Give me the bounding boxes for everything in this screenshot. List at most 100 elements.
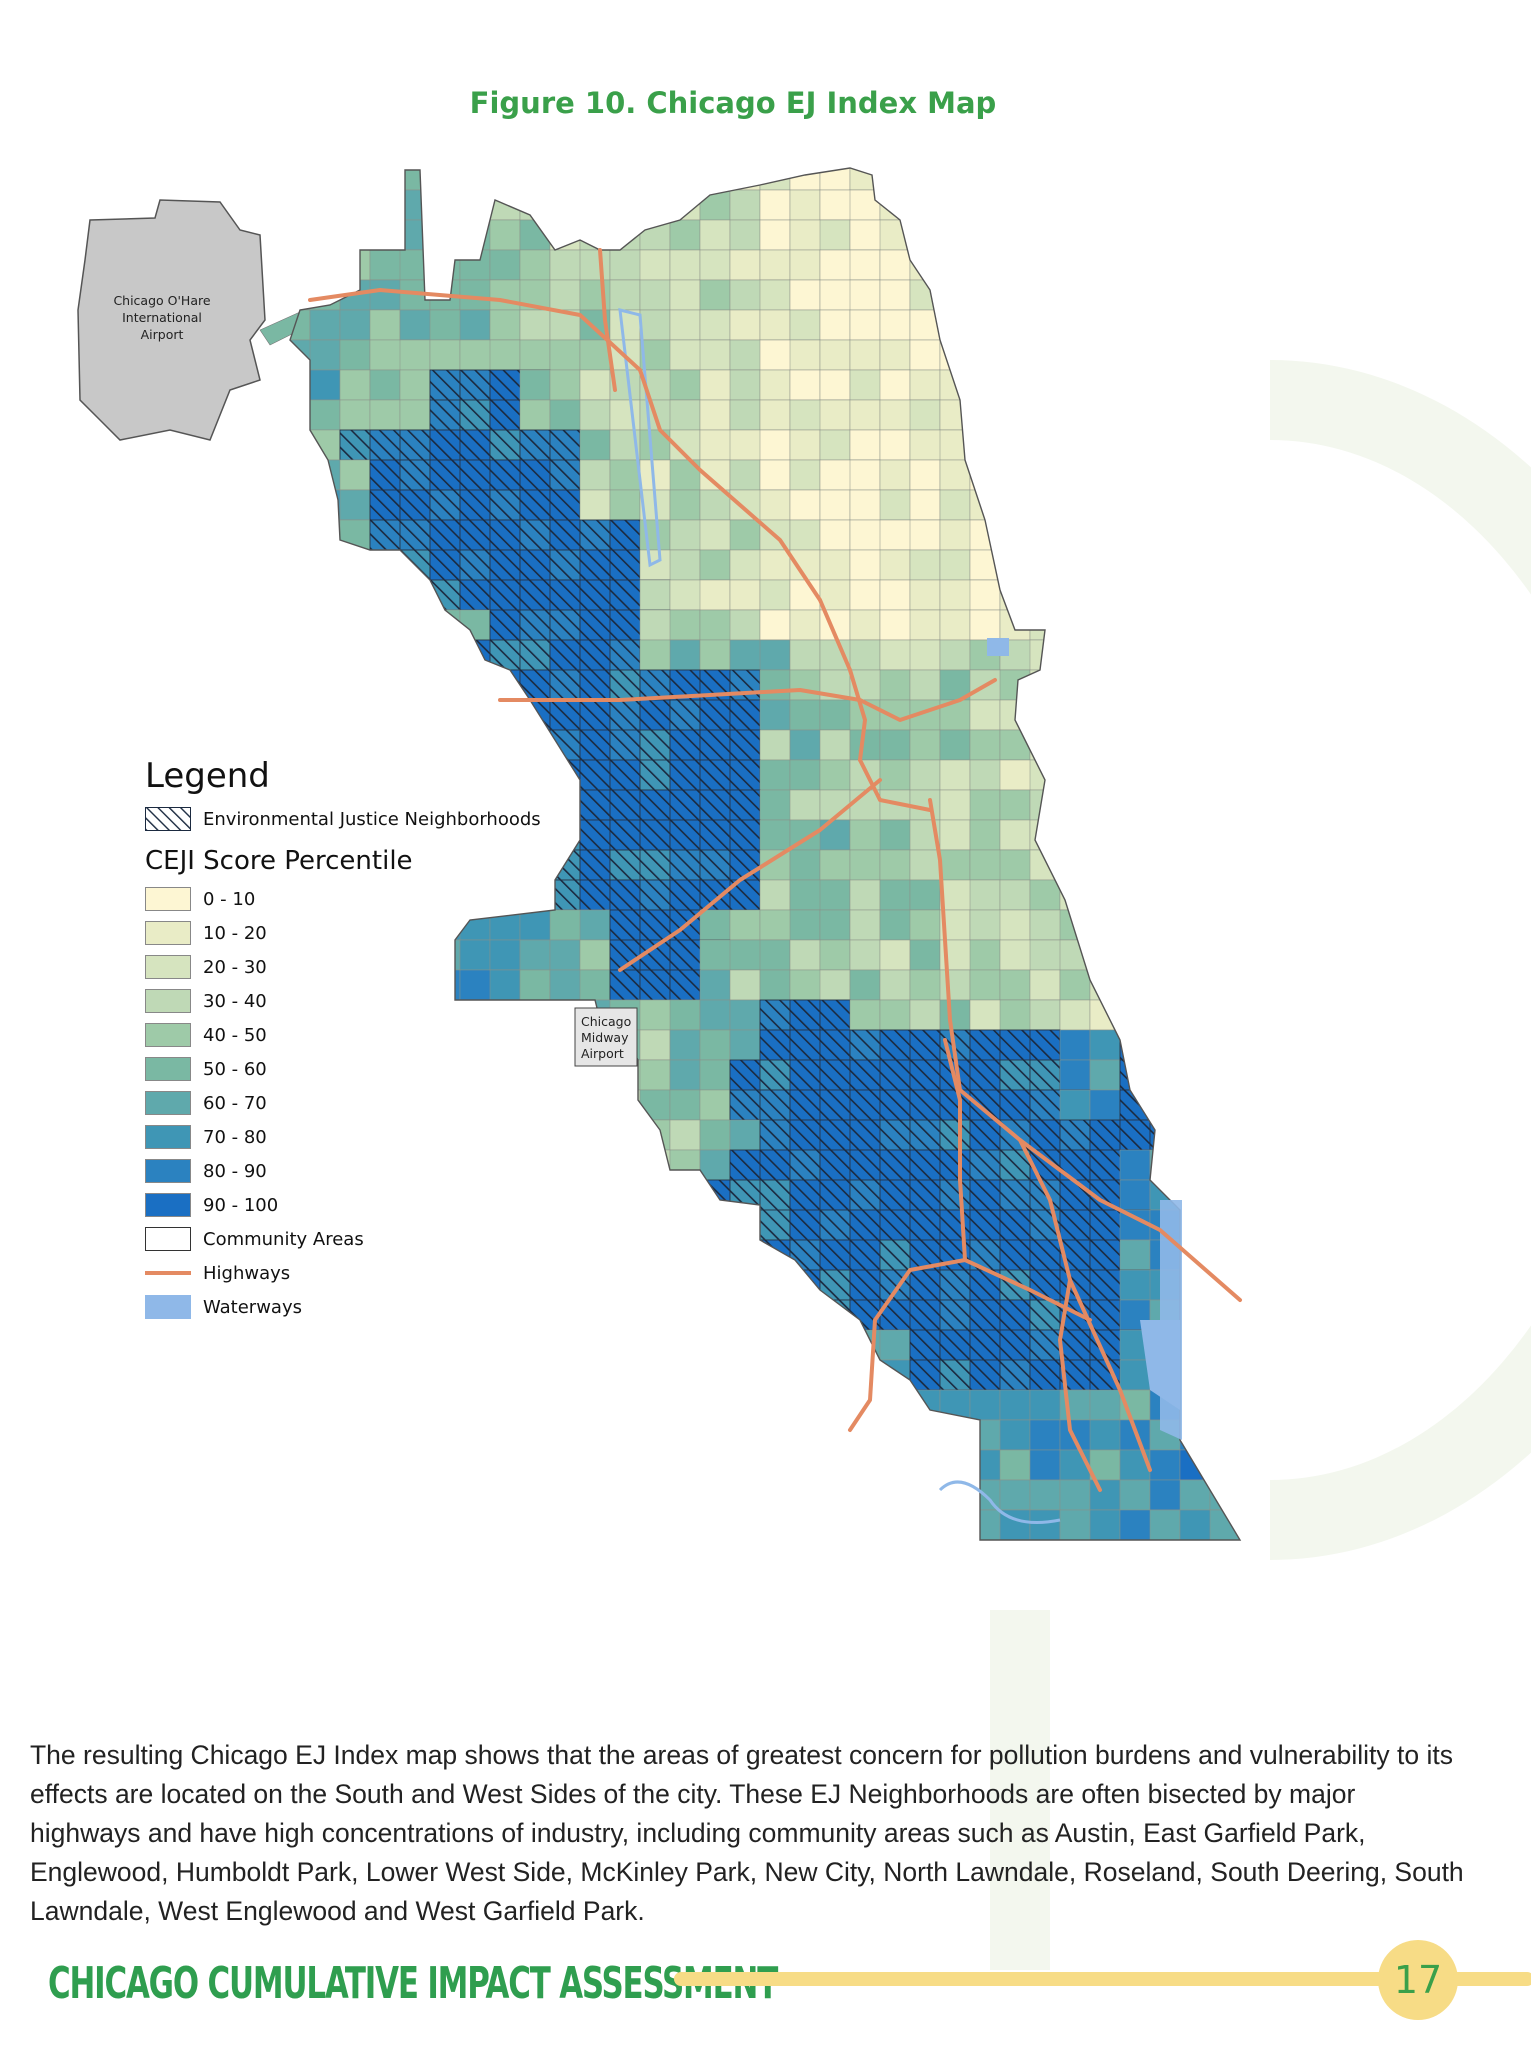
tract — [1209, 1479, 1240, 1511]
tract — [819, 219, 851, 251]
tract — [729, 219, 761, 251]
ej-tract — [459, 369, 491, 401]
tract — [1239, 1059, 1240, 1091]
tract — [699, 219, 731, 251]
tract — [459, 1389, 491, 1421]
ej-tract — [819, 1029, 851, 1061]
legend-label: 20 - 30 — [203, 956, 267, 978]
tract — [579, 168, 611, 191]
tract — [1179, 789, 1211, 821]
tract — [290, 219, 311, 251]
tract — [290, 519, 341, 551]
waterway-swatch — [145, 1295, 191, 1319]
tract — [669, 1239, 701, 1271]
tract — [699, 249, 731, 281]
highway — [928, 798, 1152, 1472]
tract — [429, 1479, 461, 1511]
tract — [1029, 879, 1061, 911]
tract — [1059, 1539, 1121, 1540]
tract — [909, 369, 941, 401]
tract — [699, 1329, 761, 1361]
tract — [1119, 168, 1151, 191]
tract — [309, 1479, 371, 1511]
tract — [729, 1299, 761, 1331]
legend-label: 30 - 40 — [203, 990, 267, 1012]
tract — [1209, 999, 1240, 1031]
tract — [399, 339, 431, 371]
tract — [549, 1539, 611, 1540]
tract — [1209, 969, 1240, 1001]
tract — [879, 1359, 911, 1391]
tract — [1119, 669, 1151, 701]
tract — [309, 699, 371, 731]
tract — [639, 1389, 671, 1421]
tract — [639, 309, 671, 341]
tract — [699, 579, 731, 611]
ej-tract — [759, 1089, 791, 1121]
tract — [1239, 279, 1240, 311]
tract — [699, 279, 731, 311]
tract — [1119, 399, 1151, 431]
tract — [969, 579, 1001, 611]
tract — [429, 1359, 461, 1391]
tract — [999, 339, 1031, 371]
tract — [909, 999, 941, 1031]
tract — [999, 579, 1031, 611]
tract — [669, 489, 701, 521]
ej-tract — [849, 1089, 881, 1121]
tract — [519, 369, 551, 401]
tract — [789, 609, 821, 641]
tract — [759, 249, 791, 281]
tract — [429, 189, 491, 221]
tract — [699, 1209, 731, 1241]
tract — [969, 1389, 1001, 1421]
tract — [759, 1389, 791, 1421]
tract — [579, 459, 611, 491]
tract — [909, 1509, 941, 1540]
tract — [1179, 819, 1211, 851]
tract — [759, 399, 791, 431]
ej-tract — [399, 579, 431, 611]
tract — [1239, 189, 1240, 221]
legend-label: 90 - 100 — [203, 1194, 279, 1216]
highway — [1058, 1278, 1102, 1492]
tract — [1179, 429, 1240, 461]
tract — [1119, 339, 1151, 371]
tract — [669, 1209, 701, 1241]
tract — [909, 579, 941, 611]
tract — [290, 1389, 311, 1421]
tract — [1119, 879, 1151, 911]
tract — [1239, 1479, 1240, 1511]
ej-tract — [639, 729, 671, 761]
tract — [1209, 579, 1240, 611]
tract — [1209, 789, 1240, 821]
tract — [519, 1449, 581, 1481]
tract — [1209, 1299, 1240, 1331]
tract — [669, 1389, 701, 1421]
tract — [669, 1299, 701, 1331]
tract — [369, 168, 401, 191]
tract — [1089, 249, 1151, 281]
tract — [759, 639, 791, 671]
tract — [789, 1389, 821, 1421]
tract — [369, 1509, 431, 1540]
page-number: 17 — [1378, 1940, 1458, 2020]
tract — [290, 1539, 341, 1540]
tract — [1239, 759, 1240, 791]
tract — [399, 369, 431, 401]
tract — [1059, 489, 1091, 521]
tract — [969, 168, 1001, 191]
midway-label: Chicago — [581, 1014, 631, 1029]
tract — [669, 1029, 701, 1061]
tract — [789, 849, 821, 881]
ej-tract — [729, 1209, 761, 1241]
tract — [999, 909, 1031, 941]
tract — [759, 1419, 791, 1451]
tract — [939, 189, 971, 221]
tract — [1119, 549, 1151, 581]
ej-tract — [759, 1029, 791, 1061]
tract — [639, 1419, 671, 1451]
tract — [1089, 759, 1121, 791]
tract — [290, 639, 311, 671]
tract — [639, 1089, 671, 1121]
